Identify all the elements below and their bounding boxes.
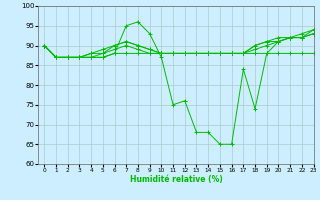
X-axis label: Humidité relative (%): Humidité relative (%) xyxy=(130,175,222,184)
